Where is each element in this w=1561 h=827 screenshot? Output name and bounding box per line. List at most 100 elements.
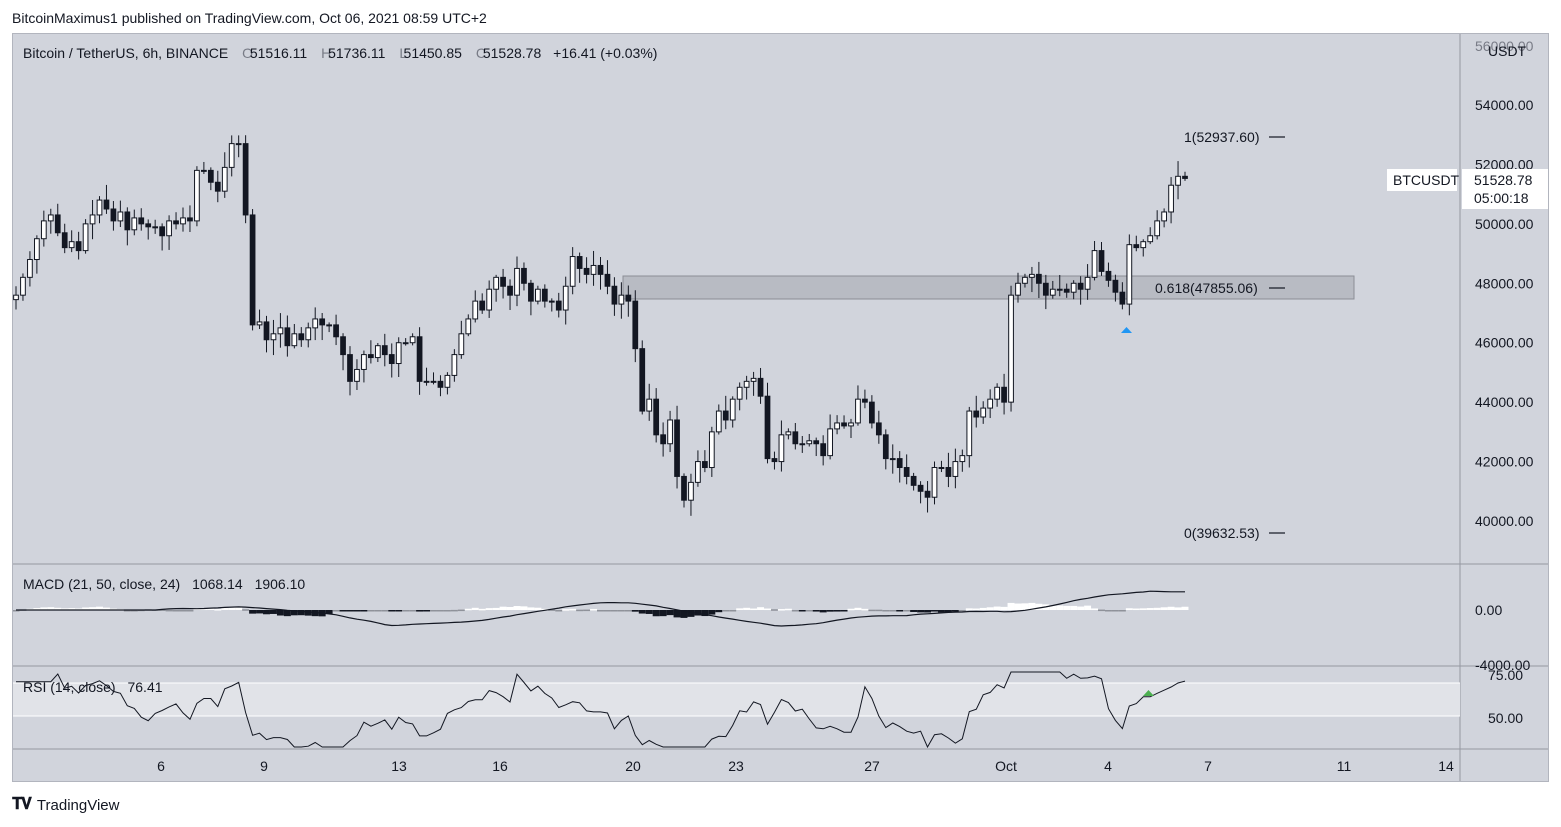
candle-up xyxy=(806,440,813,445)
green-up-arrow-icon xyxy=(1143,690,1154,696)
macd-bar xyxy=(82,607,90,610)
macd-bar xyxy=(520,606,528,610)
macd-bar xyxy=(534,607,542,610)
candle-up xyxy=(562,285,569,311)
fib-level-1[interactable]: 1(52937.60) xyxy=(1184,129,1285,145)
macd-bar xyxy=(777,609,785,611)
candle-up xyxy=(13,294,19,301)
candle-up xyxy=(326,324,332,327)
macd-bar xyxy=(75,608,83,610)
candle-down xyxy=(541,288,548,302)
candle-down xyxy=(896,458,903,469)
candle-down xyxy=(625,294,632,302)
candle-up xyxy=(966,410,973,457)
candle-down xyxy=(124,211,131,231)
candle-down xyxy=(555,300,562,311)
footer-brand[interactable]: 𝐓𝐕 TradingView xyxy=(12,796,119,814)
macd-bar xyxy=(1139,608,1147,610)
low-value: 51450.85 xyxy=(404,45,463,61)
open-value: 51516.11 xyxy=(250,45,308,61)
macd-bar xyxy=(562,609,570,611)
candle-up xyxy=(409,336,416,344)
candle-up xyxy=(715,410,722,433)
last-price-marker[interactable]: BTCUSDT 51528.78 05:00:18 xyxy=(1387,169,1548,209)
candle-down xyxy=(340,336,346,356)
candle-up xyxy=(291,333,298,347)
symbol-title: Bitcoin / TetherUS, 6h, BINANCE xyxy=(23,45,228,61)
candle-down xyxy=(187,217,193,222)
candle-down xyxy=(722,410,729,421)
candle-down xyxy=(1042,282,1049,296)
symbol-legend[interactable]: Bitcoin / TetherUS, 6h, BINANCE O 51516.… xyxy=(23,45,657,61)
chart-frame[interactable]: 1(52937.60) 0.618(47855.06) 0(39632.53) … xyxy=(12,33,1549,782)
candle-down xyxy=(862,398,868,403)
macd-bar xyxy=(263,610,270,615)
macd-bar xyxy=(269,610,277,614)
macd-bar xyxy=(367,610,375,612)
macd-legend[interactable]: MACD (21, 50, close, 24) 1068.14 1906.10 xyxy=(23,576,305,592)
candle-down xyxy=(639,348,646,412)
bar-countdown: 05:00:18 xyxy=(1474,190,1529,206)
candle-down xyxy=(521,267,527,284)
macd-bar xyxy=(659,610,667,617)
macd-bar xyxy=(1035,603,1043,610)
candle-down xyxy=(597,264,604,275)
macd-bar xyxy=(179,610,187,612)
macd-bar xyxy=(715,610,723,613)
macd-bar xyxy=(353,610,361,612)
macd-bar xyxy=(1174,607,1182,610)
macd-bar xyxy=(513,606,521,610)
candle-up xyxy=(646,398,653,412)
fib-level-0618[interactable]: 0.618(47855.06) xyxy=(1155,280,1285,296)
fib-level-0[interactable]: 0(39632.53) xyxy=(1184,525,1285,541)
price-axis[interactable]: 56000.00 USDT 40000.00 42000.00 44000.00 46… xyxy=(1475,38,1534,529)
candle-down xyxy=(388,354,395,365)
macd-bar xyxy=(666,610,674,616)
candle-up xyxy=(47,214,54,222)
low-label: L xyxy=(399,45,407,61)
time-tick: 16 xyxy=(492,758,508,774)
time-tick: 23 xyxy=(728,758,744,774)
rsi-legend[interactable]: RSI (14, close) 76.41 xyxy=(23,679,163,695)
candle-down xyxy=(764,395,771,460)
macd-bar xyxy=(583,609,591,612)
candle-down xyxy=(242,143,249,216)
candle-up xyxy=(201,169,207,172)
candle-up xyxy=(354,368,360,382)
candle-down xyxy=(319,318,326,326)
candle-up xyxy=(1091,250,1098,278)
macd-bar xyxy=(165,609,173,612)
candle-down xyxy=(813,440,820,445)
candle-up xyxy=(1015,282,1021,296)
candle-down xyxy=(500,276,506,287)
price-tick: 40000.00 xyxy=(1475,513,1534,529)
macd-bar xyxy=(812,610,820,612)
macd-bar xyxy=(471,607,479,610)
macd-bar xyxy=(332,610,340,612)
macd-bar xyxy=(207,608,215,610)
macd-bar xyxy=(443,610,451,612)
candle-down xyxy=(792,431,799,445)
macd-bar xyxy=(485,608,493,610)
chart-canvas[interactable]: 1(52937.60) 0.618(47855.06) 0(39632.53) … xyxy=(13,34,1548,781)
macd-bar xyxy=(1049,605,1057,610)
candle-up xyxy=(1161,211,1167,222)
candle-down xyxy=(159,226,165,237)
candle-up xyxy=(785,431,792,436)
candle-up xyxy=(40,220,47,240)
support-resistance-zone[interactable] xyxy=(622,275,1355,300)
time-axis[interactable]: 6 9 13 16 20 23 27 Oct 4 7 11 14 xyxy=(157,758,1454,774)
candle-down xyxy=(841,422,847,427)
macd-bar xyxy=(645,610,653,614)
candle-down xyxy=(249,214,256,326)
macd-bar xyxy=(283,610,291,617)
macd-bar xyxy=(1104,610,1112,612)
open-label: O xyxy=(242,45,253,61)
macd-bar xyxy=(40,607,48,610)
price-tick: 46000.00 xyxy=(1475,335,1534,351)
candle-up xyxy=(548,300,555,303)
candle-up xyxy=(1070,282,1077,293)
macd-bar xyxy=(548,609,556,611)
candle-up xyxy=(750,377,757,382)
macd-bar xyxy=(1056,605,1064,610)
